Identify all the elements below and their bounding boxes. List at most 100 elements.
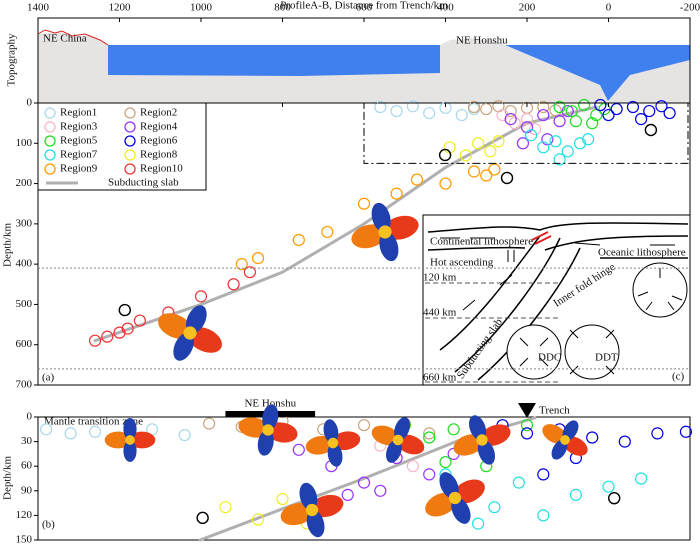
- point: [488, 501, 501, 514]
- point: [251, 252, 265, 265]
- point: [537, 108, 550, 122]
- lobe: [379, 231, 399, 262]
- event: [644, 123, 658, 137]
- legend-label: Region10: [140, 163, 183, 175]
- point: [488, 163, 501, 176]
- legend-label: Region7: [60, 149, 98, 161]
- arrows: [440, 237, 675, 311]
- lobe: [439, 472, 459, 499]
- point: [390, 187, 403, 200]
- point: [679, 425, 693, 438]
- y-tick-label: 90: [21, 484, 33, 496]
- point: [292, 443, 305, 456]
- point: [602, 108, 615, 122]
- point: [178, 428, 191, 442]
- legend-label: Region8: [140, 149, 178, 161]
- lobe: [310, 494, 344, 518]
- point: [553, 153, 566, 166]
- point: [537, 509, 550, 522]
- point: [251, 513, 265, 526]
- x-tick-label: 1000: [190, 2, 213, 14]
- legend-swatch: [44, 107, 56, 119]
- legend-swatch: [44, 149, 56, 161]
- lobe: [123, 418, 137, 440]
- beachball: [104, 418, 156, 462]
- center: [392, 434, 404, 446]
- point: [577, 98, 591, 112]
- point: [374, 484, 387, 497]
- point: [484, 145, 497, 158]
- point: [553, 115, 566, 128]
- point: [423, 468, 436, 481]
- point: [423, 427, 436, 440]
- y-tick-label: 0: [27, 411, 33, 423]
- lobe: [383, 215, 419, 240]
- point: [194, 290, 208, 303]
- point: [406, 100, 419, 113]
- point: [133, 314, 146, 327]
- point: [582, 133, 595, 146]
- point: [561, 145, 574, 158]
- point: [227, 278, 240, 291]
- point: [292, 233, 305, 247]
- legend-label: Region9: [60, 163, 98, 175]
- event: [608, 491, 621, 505]
- legend-label: Region1: [60, 107, 97, 119]
- point: [541, 133, 554, 146]
- point: [472, 137, 485, 150]
- point: [243, 266, 256, 279]
- panel-label: (b): [42, 519, 55, 531]
- point: [610, 102, 623, 116]
- center: [327, 437, 339, 449]
- point: [590, 108, 603, 122]
- point: [492, 135, 505, 148]
- y-tick-label: 60: [21, 460, 33, 472]
- y-tick-label: 500: [16, 298, 33, 310]
- lobe: [451, 497, 471, 524]
- point: [357, 197, 371, 210]
- center: [448, 491, 462, 505]
- annotation: Trench: [539, 405, 570, 417]
- point: [529, 123, 542, 136]
- beachball: [351, 202, 419, 262]
- panel-label: (a): [42, 372, 55, 384]
- lobe: [468, 415, 487, 441]
- point: [626, 100, 640, 114]
- point: [88, 425, 102, 438]
- legend: Region1 Region2 Region3 Region4 Region5 Regio…: [37, 102, 207, 191]
- legend-label: Region2: [140, 107, 177, 119]
- beachball: [542, 420, 588, 460]
- beachball: [305, 419, 361, 467]
- point: [504, 113, 517, 126]
- lobe: [385, 439, 402, 463]
- topo-label: Topography: [6, 33, 18, 86]
- lobe: [480, 424, 511, 446]
- slab-line: [93, 105, 598, 343]
- lobe: [280, 502, 314, 526]
- annotation: Mantle transition zone: [44, 416, 143, 428]
- lobe: [477, 439, 496, 465]
- y-tick-label: 700: [16, 379, 33, 391]
- x-tick-label: 400: [437, 2, 454, 14]
- point: [455, 108, 468, 122]
- legend-swatch: [44, 135, 56, 147]
- center: [125, 435, 135, 445]
- point: [586, 431, 599, 444]
- y-tick-label: 120: [16, 509, 33, 521]
- legend-swatch: [124, 149, 136, 161]
- beachball: [158, 305, 222, 361]
- point: [520, 427, 534, 440]
- lobe: [104, 431, 132, 449]
- beachball: [238, 404, 298, 456]
- surface: [427, 222, 689, 233]
- x-tick-label: 200: [519, 2, 536, 14]
- point: [496, 108, 509, 122]
- point: [634, 472, 648, 485]
- x-tick-label: 1200: [109, 2, 132, 14]
- point: [439, 101, 452, 114]
- lobe: [331, 431, 361, 451]
- legend-label: Region4: [140, 121, 178, 133]
- y-tick-label: 100: [16, 137, 33, 149]
- legend-box: [37, 102, 207, 191]
- inset-text: DDC: [538, 352, 561, 364]
